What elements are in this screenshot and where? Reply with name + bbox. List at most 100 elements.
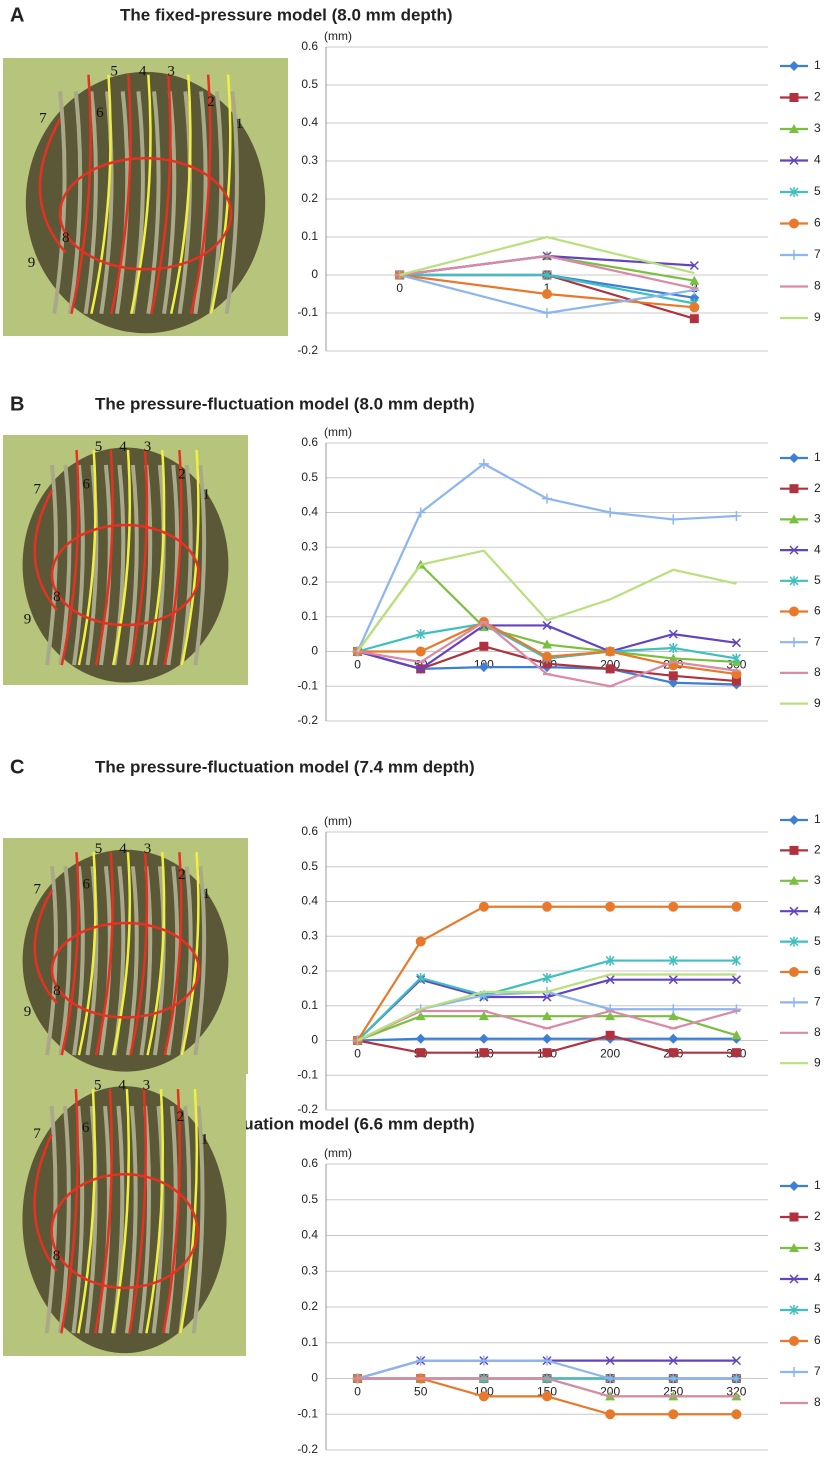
marker bbox=[542, 1011, 552, 1021]
photo-label: 1 bbox=[201, 1132, 209, 1148]
y-tick-label: -0.2 bbox=[297, 713, 318, 727]
marker bbox=[731, 1048, 741, 1058]
photo-stripe bbox=[193, 91, 208, 315]
marker bbox=[478, 1033, 489, 1044]
photo-trace bbox=[94, 449, 114, 666]
legend-label: 4 bbox=[814, 1271, 821, 1285]
photo-trace bbox=[189, 74, 212, 315]
marker bbox=[689, 285, 700, 296]
y-tick-label: 0.4 bbox=[301, 505, 318, 519]
marker bbox=[689, 260, 699, 271]
marker bbox=[605, 1011, 616, 1021]
photo-trace bbox=[130, 74, 152, 315]
marker bbox=[415, 1355, 426, 1366]
marker bbox=[542, 493, 552, 504]
y-tick-label: 0.4 bbox=[301, 1228, 318, 1242]
marker bbox=[668, 1373, 679, 1384]
photo-stripe bbox=[166, 866, 180, 1056]
marker bbox=[415, 646, 426, 657]
y-tick-label: 0.3 bbox=[301, 1263, 318, 1277]
photo-trace bbox=[163, 852, 183, 1056]
legend-marker bbox=[789, 606, 799, 617]
photo-stripe bbox=[178, 1105, 192, 1334]
photo-label: 2 bbox=[207, 94, 215, 110]
photo-label: 6 bbox=[82, 1120, 90, 1136]
legend-marker bbox=[789, 250, 799, 260]
photo-trace bbox=[129, 852, 149, 1056]
legend-label: 7 bbox=[814, 247, 821, 261]
marker bbox=[542, 620, 552, 630]
legend-label: 2 bbox=[814, 1209, 821, 1223]
legend-label: 9 bbox=[814, 696, 821, 710]
photo-stripe bbox=[151, 1105, 165, 1334]
photo-stripe bbox=[165, 1105, 178, 1334]
photo-stripe bbox=[224, 91, 239, 315]
marker bbox=[542, 308, 552, 318]
y-tick-label: 0.1 bbox=[301, 998, 318, 1012]
photo-trace bbox=[169, 74, 192, 315]
photo-stripe bbox=[166, 464, 180, 666]
marker bbox=[478, 1391, 489, 1402]
marker bbox=[731, 975, 741, 985]
photo-trace bbox=[146, 449, 166, 666]
marker bbox=[668, 629, 678, 639]
legend-label: 8 bbox=[814, 665, 821, 679]
y-tick-label: 0.4 bbox=[301, 894, 318, 908]
legend-label: 2 bbox=[814, 481, 821, 495]
photo-trace bbox=[149, 74, 172, 315]
photo-label: 4 bbox=[119, 439, 127, 455]
photo-label: 3 bbox=[167, 63, 175, 79]
marker bbox=[542, 1048, 552, 1058]
panel: C The pressure-fluctuation model (7.4 mm … bbox=[3, 756, 821, 1116]
marker bbox=[605, 1373, 616, 1384]
photo-label: 1 bbox=[203, 886, 211, 902]
photo-trace bbox=[77, 449, 97, 666]
legend-marker bbox=[789, 187, 799, 197]
x-tick-label: 50 bbox=[414, 1385, 428, 1399]
marker bbox=[542, 972, 552, 983]
series-line bbox=[399, 235, 695, 277]
marker bbox=[542, 270, 552, 280]
chart-title: The pressure-fluctuation model (7.4 mm d… bbox=[95, 757, 475, 776]
legend-label: 1 bbox=[814, 812, 821, 826]
marker bbox=[668, 901, 679, 912]
photo-label: 4 bbox=[119, 841, 127, 857]
legend-marker bbox=[789, 815, 799, 825]
photo-stripe bbox=[125, 464, 139, 666]
y-tick-label: -0.1 bbox=[297, 1067, 318, 1081]
y-tick-label: 0.2 bbox=[301, 963, 318, 977]
panel-letter: B bbox=[10, 393, 24, 415]
marker bbox=[478, 901, 489, 912]
legend-label: 5 bbox=[814, 184, 821, 198]
marker bbox=[415, 1011, 426, 1021]
photo-label: 2 bbox=[178, 466, 186, 482]
legend-marker bbox=[789, 1305, 799, 1315]
photo-label: 7 bbox=[34, 481, 42, 497]
y-tick-label: -0.1 bbox=[297, 1406, 318, 1420]
photo-stripe bbox=[209, 91, 224, 315]
x-tick-label: 200 bbox=[600, 1047, 620, 1061]
photo-label: 8 bbox=[53, 983, 61, 999]
legend-label: 1 bbox=[814, 58, 821, 72]
y-axis-label: (mm) bbox=[324, 425, 352, 439]
marker bbox=[415, 1033, 426, 1044]
y-tick-label: 0 bbox=[311, 644, 318, 658]
photo-stripe bbox=[58, 1105, 71, 1334]
legend-marker bbox=[789, 545, 799, 555]
photo-trace bbox=[129, 449, 149, 666]
photo-trace bbox=[94, 1088, 113, 1334]
marker bbox=[668, 975, 678, 985]
marker bbox=[605, 955, 615, 966]
legend-label: 1 bbox=[814, 450, 821, 464]
y-tick-label: 0 bbox=[311, 1033, 318, 1047]
photo-stripe bbox=[179, 866, 193, 1056]
photo-label: 6 bbox=[96, 105, 104, 121]
photo-stripe bbox=[52, 91, 67, 315]
legend-label: 3 bbox=[814, 1240, 821, 1254]
y-tick-label: 0.3 bbox=[301, 153, 318, 167]
legend-label: 4 bbox=[814, 903, 821, 917]
legend-label: 6 bbox=[814, 964, 821, 978]
photo-stripe bbox=[152, 866, 166, 1056]
photo-label: 5 bbox=[95, 841, 103, 857]
